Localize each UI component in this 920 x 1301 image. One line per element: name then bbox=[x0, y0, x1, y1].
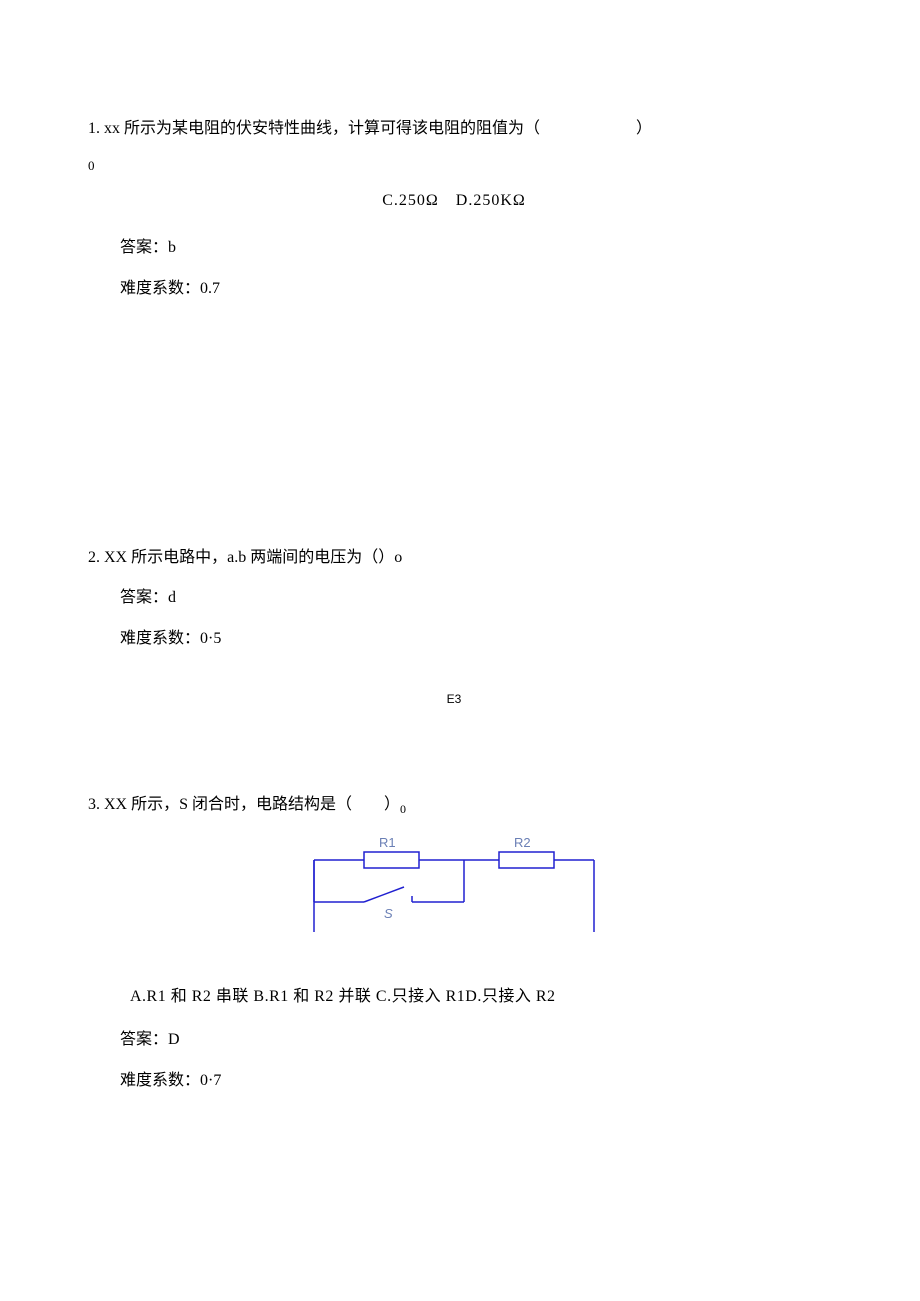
q2-difficulty: 难度系数：0·5 bbox=[120, 625, 820, 654]
e3-label: E3 bbox=[88, 689, 820, 711]
spacer-1 bbox=[88, 324, 820, 544]
q2-text: 2. XX 所示电路中，a.b 两端间的电压为（）o bbox=[88, 544, 820, 573]
s-label: S bbox=[384, 906, 393, 921]
q1-options-cd: C.250Ω D.250KΩ bbox=[88, 187, 820, 216]
q3-text-main: 3. XX 所示，S 闭合时，电路结构是（ ） bbox=[88, 796, 400, 813]
q3-difficulty: 难度系数：0·7 bbox=[120, 1067, 820, 1096]
circuit-svg: R1 R2 S bbox=[294, 832, 614, 942]
question-3: 3. XX 所示，S 闭合时，电路结构是（ ）0 bbox=[88, 791, 820, 1096]
q1-answer: 答案：b bbox=[120, 234, 820, 263]
q3-options: A.R1 和 R2 串联 B.R1 和 R2 并联 C.只接入 R1D.只接入 … bbox=[130, 983, 820, 1012]
q1-text: 1. xx 所示为某电阻的伏安特性曲线，计算可得该电阻的阻值为（ ） bbox=[88, 115, 820, 144]
q3-text: 3. XX 所示，S 闭合时，电路结构是（ ）0 bbox=[88, 791, 820, 821]
q1-difficulty: 难度系数：0.7 bbox=[120, 275, 820, 304]
q3-answer: 答案：D bbox=[120, 1026, 820, 1055]
question-2: 2. XX 所示电路中，a.b 两端间的电压为（）o 答案：d 难度系数：0·5 bbox=[88, 544, 820, 654]
question-1: 1. xx 所示为某电阻的伏安特性曲线，计算可得该电阻的阻值为（ ） 0 C.2… bbox=[88, 115, 820, 304]
r1-label: R1 bbox=[379, 835, 396, 850]
q1-zero: 0 bbox=[88, 154, 820, 177]
q2-answer: 答案：d bbox=[120, 584, 820, 613]
r2-label: R2 bbox=[514, 835, 531, 850]
q3-sub: 0 bbox=[400, 802, 406, 816]
circuit-diagram: R1 R2 S bbox=[88, 832, 820, 953]
